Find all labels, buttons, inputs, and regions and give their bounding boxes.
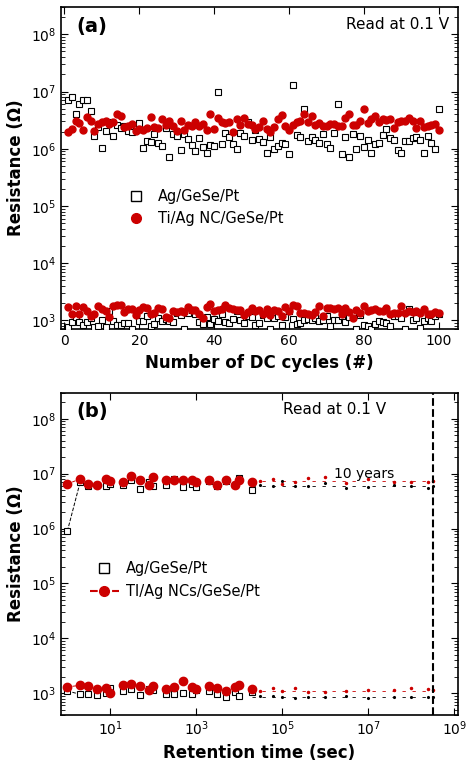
Y-axis label: Resistance (Ω): Resistance (Ω) xyxy=(7,485,25,622)
Text: (b): (b) xyxy=(77,402,108,421)
Text: 10 years: 10 years xyxy=(334,467,394,481)
Y-axis label: Resistance (Ω): Resistance (Ω) xyxy=(7,100,25,237)
Legend: Ag/GeSe/Pt, Ti/Ag NC/GeSe/Pt: Ag/GeSe/Pt, Ti/Ag NC/GeSe/Pt xyxy=(116,183,289,231)
Text: Read at 0.1 V: Read at 0.1 V xyxy=(283,402,386,418)
X-axis label: Retention time (sec): Retention time (sec) xyxy=(163,744,355,762)
Text: Read at 0.1 V: Read at 0.1 V xyxy=(346,17,450,32)
Legend: Ag/GeSe/Pt, TI/Ag NCs/GeSe/Pt: Ag/GeSe/Pt, TI/Ag NCs/GeSe/Pt xyxy=(84,556,266,604)
Text: (a): (a) xyxy=(77,17,108,35)
X-axis label: Number of DC cycles (#): Number of DC cycles (#) xyxy=(145,354,374,371)
